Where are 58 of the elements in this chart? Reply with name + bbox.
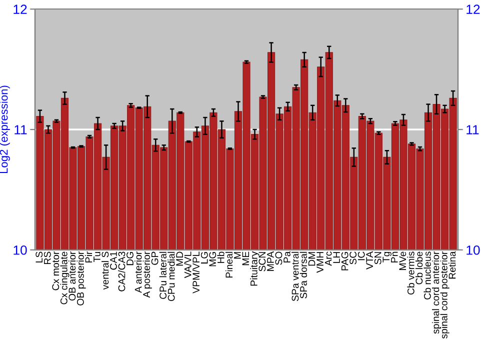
- x-tick-label: CA2/CA3: [118, 252, 126, 292]
- x-tick-label: SN: [374, 252, 382, 264]
- x-tick-label: LG: [200, 252, 208, 264]
- x-tick-label: SC: [350, 252, 357, 264]
- x-tick-label: Cb lobe: [415, 252, 423, 284]
- y2-tick-label: 11: [466, 125, 479, 134]
- x-tick-label: MVe: [399, 252, 406, 270]
- x-tick-label: SPa dorsal: [300, 252, 307, 298]
- x-tick-label: Pineal: [225, 252, 233, 278]
- x-tick-label: spinal cord posterior: [440, 251, 450, 339]
- x-tick-label: Pa: [284, 251, 290, 262]
- x-tick-label: Cx motor: [52, 251, 60, 290]
- x-tick-label: PAG: [341, 252, 348, 270]
- x-tick-label: Arc: [324, 252, 332, 266]
- x-tick-label: SPa ventral: [292, 252, 299, 302]
- x-tick-label: Retina: [448, 251, 456, 279]
- y2-tick-label: 12: [466, 4, 480, 14]
- x-tick-label: A posterior: [142, 251, 152, 298]
- x-tick-label: CPu medial: [168, 252, 175, 302]
- x-tick-label: MD: [176, 252, 183, 266]
- x-tick-label: Cx cingulate: [60, 252, 70, 304]
- x-tick-label: spinal cord anterior: [432, 251, 442, 334]
- x-tick-label: VTA: [366, 251, 373, 270]
- x-tick-label: VA/VL: [184, 252, 192, 278]
- x-tick-label: ventral S: [102, 252, 109, 290]
- y-tick-label: 10: [14, 245, 27, 255]
- x-tick-label: VPM/VPL: [192, 252, 200, 294]
- x-tick-label: A anterior: [134, 251, 142, 293]
- x-tick-label: Hb: [217, 252, 224, 263]
- x-tick-label: Pir: [84, 251, 92, 262]
- y-axis-title: Log2 (expression): [0, 86, 10, 174]
- x-tick-label: LH: [333, 252, 340, 263]
- y2-tick-label: 10: [466, 245, 480, 255]
- x-tick-label: CA1: [110, 252, 117, 270]
- x-tick-label: CPu lateral: [159, 252, 166, 299]
- x-tick-label: Cb vermis: [407, 252, 414, 295]
- x-tick-label: OB anterior: [68, 251, 76, 301]
- x-tick-label: ME: [242, 252, 250, 266]
- x-tick-label: M: [234, 252, 241, 259]
- x-tick-label: RS: [44, 252, 51, 264]
- x-tick-label: Tg: [382, 252, 392, 262]
- x-tick-label: SCN: [258, 252, 266, 272]
- x-tick-label: LS: [36, 252, 43, 262]
- x-tick-label: SO: [275, 252, 282, 265]
- x-tick-label: Cb nucleus: [424, 252, 431, 300]
- y-tick-label: 11: [14, 125, 27, 134]
- x-tick-label: Tu: [94, 252, 100, 262]
- x-tick-label: Pituitary: [250, 251, 260, 286]
- y-tick-label: 12: [14, 4, 27, 14]
- x-tick-label: GP: [151, 252, 158, 265]
- x-tick-label: DG: [126, 252, 134, 266]
- x-tick-label: IC: [358, 252, 365, 260]
- x-tick-label: Pn: [391, 252, 398, 262]
- x-tick-label: DM: [308, 252, 316, 266]
- x-tick-label: VMH: [316, 252, 324, 273]
- x-tick-label: MG: [209, 252, 216, 266]
- x-tick-label: MPA: [267, 251, 274, 271]
- x-tick-label: OB posterior: [76, 251, 86, 306]
